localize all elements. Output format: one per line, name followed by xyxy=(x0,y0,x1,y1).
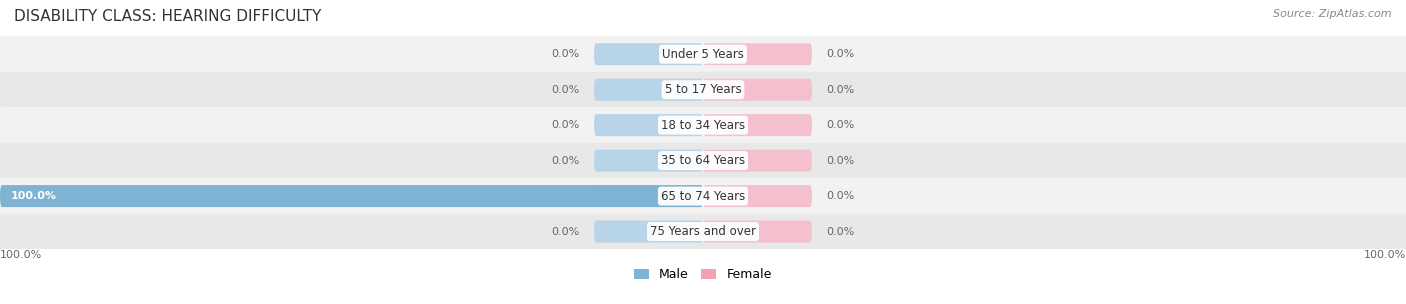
Text: 0.0%: 0.0% xyxy=(551,226,581,237)
Text: 100.0%: 100.0% xyxy=(11,191,56,201)
FancyBboxPatch shape xyxy=(593,79,703,101)
Text: 35 to 64 Years: 35 to 64 Years xyxy=(661,154,745,167)
FancyBboxPatch shape xyxy=(593,221,703,243)
Bar xyxy=(0,36,1406,72)
Text: 0.0%: 0.0% xyxy=(827,156,855,166)
Text: 100.0%: 100.0% xyxy=(1364,250,1406,260)
Text: 0.0%: 0.0% xyxy=(551,85,581,95)
Bar xyxy=(0,143,1406,178)
Text: Source: ZipAtlas.com: Source: ZipAtlas.com xyxy=(1274,9,1392,19)
FancyBboxPatch shape xyxy=(703,185,813,207)
Text: 0.0%: 0.0% xyxy=(551,120,581,130)
FancyBboxPatch shape xyxy=(703,221,813,243)
Text: 65 to 74 Years: 65 to 74 Years xyxy=(661,190,745,202)
Text: 75 Years and over: 75 Years and over xyxy=(650,225,756,238)
Bar xyxy=(0,178,1406,214)
Text: 0.0%: 0.0% xyxy=(827,120,855,130)
Text: 0.0%: 0.0% xyxy=(827,85,855,95)
Legend: Male, Female: Male, Female xyxy=(634,268,772,281)
Text: Under 5 Years: Under 5 Years xyxy=(662,48,744,61)
Text: 0.0%: 0.0% xyxy=(827,49,855,59)
Bar xyxy=(0,214,1406,249)
FancyBboxPatch shape xyxy=(0,185,703,207)
FancyBboxPatch shape xyxy=(593,43,703,65)
Text: DISABILITY CLASS: HEARING DIFFICULTY: DISABILITY CLASS: HEARING DIFFICULTY xyxy=(14,9,322,24)
FancyBboxPatch shape xyxy=(703,114,813,136)
FancyBboxPatch shape xyxy=(593,150,703,171)
FancyBboxPatch shape xyxy=(703,79,813,101)
Text: 0.0%: 0.0% xyxy=(827,191,855,201)
FancyBboxPatch shape xyxy=(703,150,813,171)
Text: 0.0%: 0.0% xyxy=(551,156,581,166)
FancyBboxPatch shape xyxy=(703,43,813,65)
Text: 5 to 17 Years: 5 to 17 Years xyxy=(665,83,741,96)
FancyBboxPatch shape xyxy=(593,185,703,207)
FancyBboxPatch shape xyxy=(593,114,703,136)
Bar xyxy=(0,107,1406,143)
Bar xyxy=(0,72,1406,107)
Text: 100.0%: 100.0% xyxy=(0,250,42,260)
Text: 0.0%: 0.0% xyxy=(827,226,855,237)
Text: 0.0%: 0.0% xyxy=(551,49,581,59)
Text: 18 to 34 Years: 18 to 34 Years xyxy=(661,119,745,132)
